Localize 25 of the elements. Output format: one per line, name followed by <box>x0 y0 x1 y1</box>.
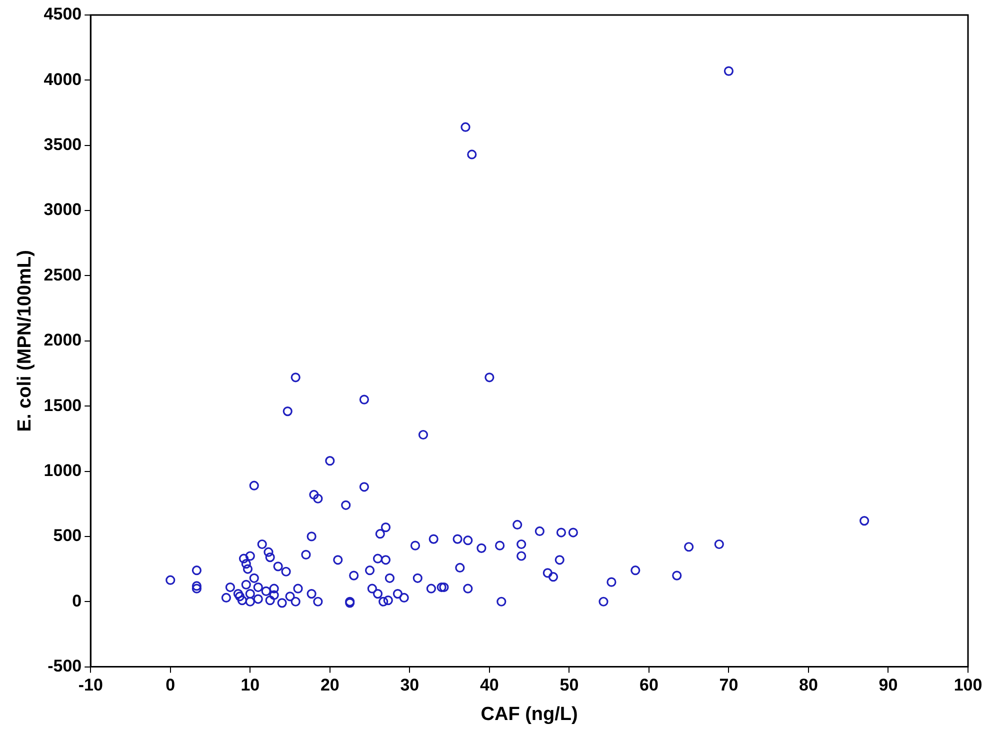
x-tick-label: 30 <box>400 676 420 695</box>
x-tick-label: 90 <box>878 676 898 695</box>
y-axis-title: E. coli (MPN/100mL) <box>14 250 36 432</box>
y-tick-label: 4000 <box>44 70 82 89</box>
x-axis-title: CAF (ng/L) <box>480 704 578 725</box>
x-tick-label: 60 <box>639 676 658 695</box>
x-tick-label: 0 <box>166 676 176 695</box>
x-tick-label: 10 <box>240 676 260 695</box>
x-tick-label: 40 <box>480 676 499 695</box>
y-tick-label: 500 <box>53 526 82 546</box>
y-tick-label: 3500 <box>44 135 82 154</box>
y-tick-label: 3000 <box>44 200 82 220</box>
y-tick-label: 0 <box>72 591 82 610</box>
x-tick-label: 50 <box>560 676 579 695</box>
x-tick-label: 20 <box>320 676 340 695</box>
x-tick-label: 70 <box>719 676 738 695</box>
y-tick-label: 2500 <box>44 265 82 284</box>
y-tick-label: -500 <box>48 656 82 676</box>
x-tick-label: 80 <box>799 676 818 695</box>
x-tick-label: 100 <box>954 676 982 695</box>
y-tick-label: 4500 <box>44 4 82 24</box>
x-tick-label: -10 <box>78 676 103 695</box>
y-tick-label: 2000 <box>44 330 82 350</box>
y-tick-label: 1000 <box>44 460 82 480</box>
y-tick-label: 1500 <box>44 396 82 415</box>
